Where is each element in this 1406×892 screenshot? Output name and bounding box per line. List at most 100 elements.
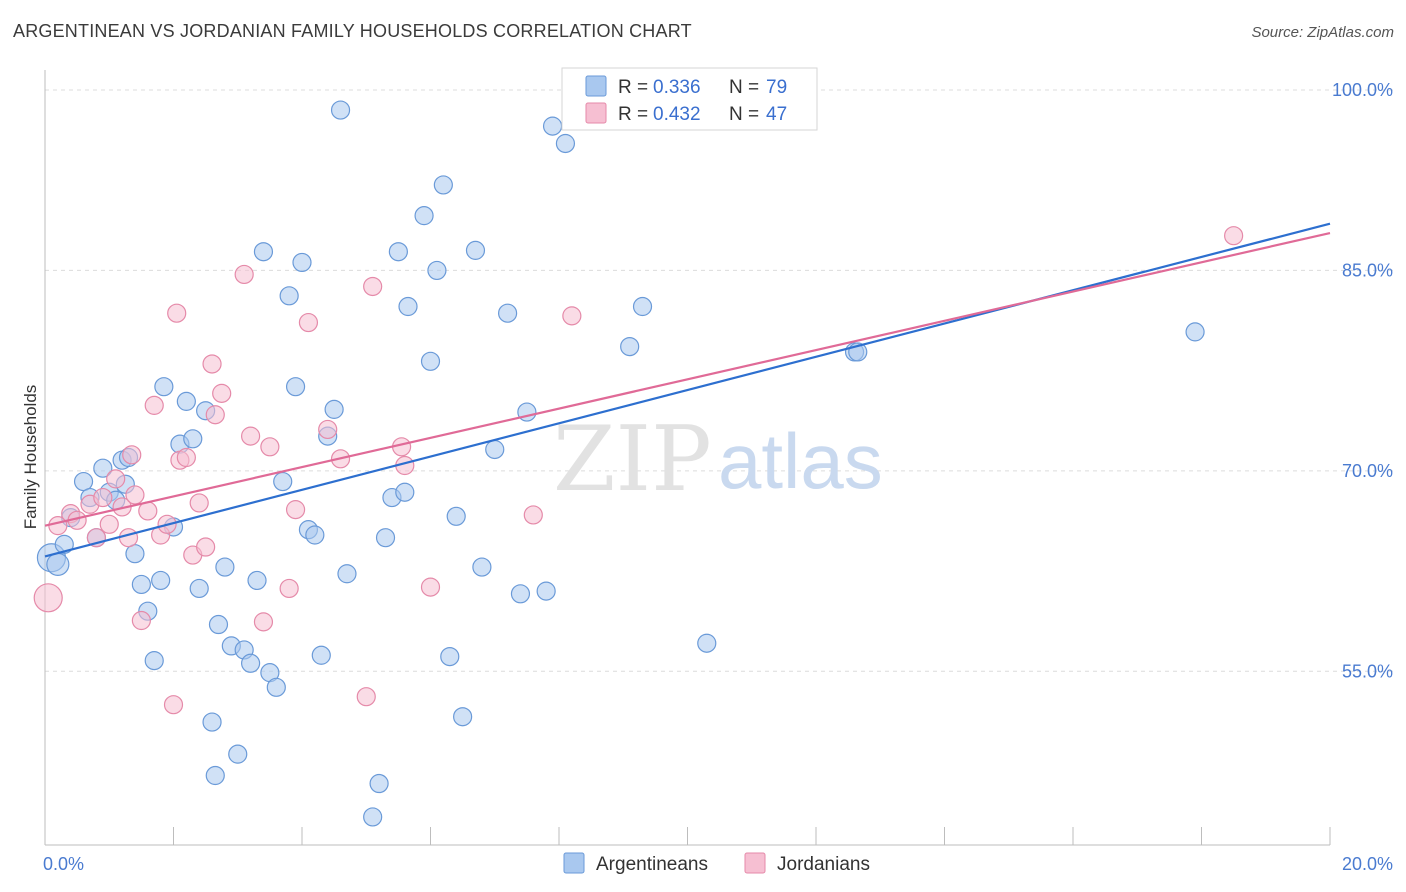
- point-argentineans-28: [215, 557, 235, 577]
- point-argentineans-72: [632, 296, 653, 317]
- chart-title: ARGENTINEAN VS JORDANIAN FAMILY HOUSEHOL…: [13, 21, 692, 41]
- point-argentineans-40: [292, 252, 312, 273]
- point-jordanians-0: [33, 583, 63, 613]
- bottom-legend-argentineans: Argentineans: [596, 854, 708, 875]
- point-jordanians-8: [106, 469, 126, 489]
- point-jordanians-11: [122, 445, 142, 465]
- point-argentineans-23: [189, 578, 209, 599]
- point-argentineans-48: [363, 807, 383, 827]
- legend-r-value-jordanians: 0.432: [653, 104, 701, 125]
- point-jordanians-18: [163, 695, 184, 715]
- point-argentineans-52: [388, 242, 408, 262]
- watermark-zip: ZIP: [553, 407, 712, 512]
- point-argentineans-65: [498, 303, 518, 323]
- point-argentineans-53: [395, 482, 415, 502]
- point-jordanians-32: [279, 578, 299, 599]
- point-jordanians-34: [298, 312, 319, 333]
- y-axis-label: Family Households: [21, 385, 40, 530]
- point-argentineans-4: [73, 471, 94, 492]
- point-argentineans-16: [144, 651, 164, 671]
- point-argentineans-17: [151, 570, 171, 591]
- point-jordanians-26: [205, 405, 225, 425]
- point-jordanians-12: [125, 485, 145, 505]
- point-argentineans-2: [54, 534, 74, 554]
- point-argentineans-62: [465, 240, 486, 260]
- y-tick-label-3: 100.0%: [1332, 80, 1393, 100]
- bottom-legend-jordanians: Jordanians: [777, 854, 870, 875]
- point-argentineans-58: [433, 175, 453, 195]
- legend-n-label-jordanians: N =: [729, 104, 759, 125]
- point-jordanians-41: [420, 577, 441, 597]
- point-argentineans-46: [330, 100, 351, 120]
- point-argentineans-22: [183, 429, 203, 449]
- point-argentineans-61: [453, 707, 473, 727]
- point-jordanians-44: [1224, 226, 1244, 246]
- legend-swatch-jordanians: [585, 102, 607, 124]
- point-argentineans-42: [305, 525, 325, 545]
- point-argentineans-60: [446, 506, 466, 526]
- point-argentineans-30: [228, 744, 248, 764]
- point-argentineans-73: [697, 633, 717, 653]
- legend-swatch-argentineans: [585, 75, 607, 97]
- point-argentineans-54: [398, 296, 418, 317]
- point-jordanians-43: [562, 306, 582, 326]
- point-jordanians-38: [363, 276, 383, 297]
- y-tick-label-2: 85.0%: [1342, 260, 1393, 280]
- point-argentineans-27: [208, 614, 229, 635]
- point-jordanians-15: [144, 395, 164, 415]
- point-argentineans-71: [620, 336, 640, 357]
- point-jordanians-30: [253, 612, 274, 632]
- legend-n-label-argentineans: N =: [729, 77, 759, 98]
- point-argentineans-1: [46, 552, 70, 576]
- legend-r-label-jordanians: R =: [618, 104, 648, 125]
- point-argentineans-33: [247, 570, 267, 591]
- watermark: ZIP atlas: [553, 407, 883, 512]
- point-argentineans-55: [414, 206, 434, 226]
- point-argentineans-32: [241, 653, 261, 673]
- point-argentineans-26: [205, 765, 225, 786]
- point-argentineans-47: [337, 564, 357, 584]
- point-jordanians-7: [99, 514, 119, 534]
- point-argentineans-59: [440, 646, 460, 667]
- point-argentineans-43: [311, 645, 331, 665]
- legend-r-label-argentineans: R =: [618, 77, 648, 98]
- point-jordanians-25: [202, 354, 222, 374]
- bottom-legend-swatch-argentineans: [563, 852, 585, 874]
- point-jordanians-31: [260, 437, 280, 457]
- trend-layer: [44, 222, 1331, 558]
- point-jordanians-6: [93, 487, 113, 508]
- point-jordanians-42: [523, 505, 543, 525]
- point-jordanians-27: [212, 383, 232, 403]
- point-argentineans-25: [202, 712, 222, 732]
- point-argentineans-7: [93, 458, 113, 478]
- point-argentineans-64: [485, 439, 505, 460]
- point-argentineans-57: [427, 260, 447, 281]
- legend-n-value-argentineans: 79: [766, 77, 787, 98]
- legend-n-value-jordanians: 47: [766, 104, 787, 125]
- grid-layer: [45, 89, 1393, 672]
- legend-r-value-argentineans: 0.336: [653, 77, 701, 98]
- point-jordanians-35: [318, 419, 338, 440]
- point-jordanians-24: [196, 537, 216, 557]
- y-tick-label-0: 55.0%: [1342, 661, 1393, 681]
- point-jordanians-29: [241, 426, 261, 446]
- point-argentineans-49: [369, 773, 389, 794]
- axes-layer: 55.0% 70.0% 85.0% 100.0% 0.0% 20.0%: [43, 70, 1393, 874]
- point-argentineans-76: [1185, 322, 1205, 342]
- point-argentineans-45: [324, 399, 344, 419]
- point-argentineans-21: [176, 391, 196, 411]
- point-jordanians-37: [356, 687, 376, 707]
- x-tick-label-1: 20.0%: [1342, 854, 1393, 874]
- point-jordanians-13: [131, 610, 151, 631]
- point-argentineans-66: [510, 584, 531, 604]
- point-jordanians-33: [285, 500, 306, 520]
- point-argentineans-70: [555, 133, 576, 154]
- point-argentineans-34: [253, 242, 274, 262]
- x-tick-label-0: 0.0%: [43, 854, 84, 874]
- trend-line-jordanians: [44, 231, 1331, 527]
- point-jordanians-23: [189, 493, 209, 513]
- point-argentineans-14: [131, 574, 151, 595]
- point-argentineans-39: [285, 377, 306, 397]
- point-argentineans-13: [125, 544, 145, 564]
